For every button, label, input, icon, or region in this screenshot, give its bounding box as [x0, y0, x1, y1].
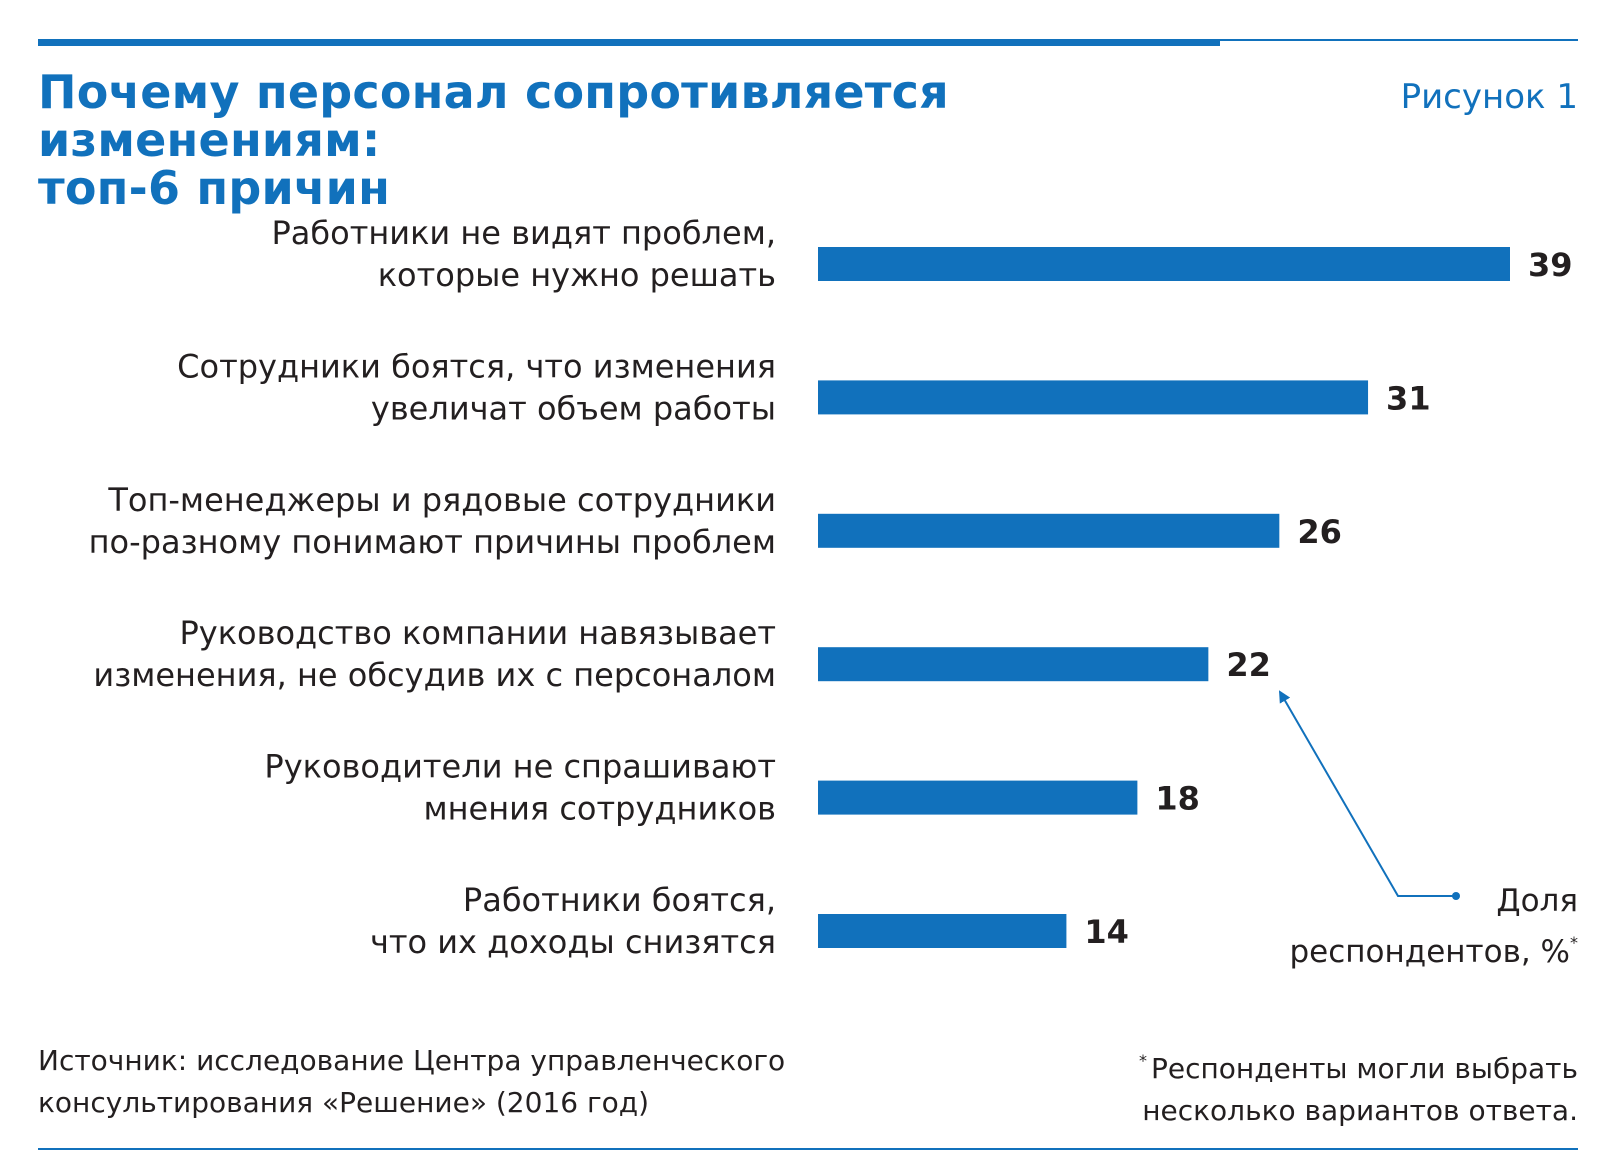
category-label-2-line-2: увеличат объем работы: [371, 389, 776, 427]
bar-5: [818, 780, 1138, 815]
top-rule-thin: [1220, 39, 1578, 41]
bar-2: [818, 380, 1369, 415]
value-label-3: 26: [1297, 513, 1342, 551]
bar-4: [818, 647, 1209, 682]
category-label-3: Топ-менеджеры и рядовые сотрудники по-раз…: [89, 481, 776, 561]
footnote-line-1: Респонденты могли выбрать: [1150, 1052, 1578, 1085]
figure-label: Рисунок 1: [1400, 77, 1578, 117]
bottom-rule: [38, 1148, 1578, 1150]
annotation-arrow-line: [1278, 690, 1456, 897]
category-label-6-line-2: что их доходы снизятся: [370, 923, 776, 961]
category-label-3-line-2: по-разному понимают причины проблем: [89, 523, 776, 561]
value-label-6: 14: [1084, 913, 1129, 951]
annotation-arrow: [1278, 690, 1460, 900]
annotation-line-2: респондентов, %: [1289, 934, 1570, 970]
category-label-2: Сотрудники боятся, что изменения увеличат…: [177, 347, 776, 427]
category-label-5-line-1: Руководители не спрашивают: [264, 748, 776, 786]
category-label-3-line-1: Топ-менеджеры и рядовые сотрудники: [107, 481, 776, 519]
bar-6: [818, 914, 1067, 948]
value-label-1: 39: [1528, 246, 1573, 284]
footnote-asterisk: *: [1138, 1051, 1147, 1070]
category-label-4-line-1: Руководство компании навязывает: [179, 614, 776, 652]
footnote-line-2: несколько вариантов ответа.: [1142, 1094, 1578, 1127]
axis-annotation: Доля респондентов, %*: [1289, 880, 1578, 973]
category-label-5-line-2: мнения сотрудников: [423, 790, 776, 828]
value-label-5: 18: [1155, 780, 1200, 818]
source-line-1: Источник: исследование Центра управленче…: [38, 1044, 786, 1077]
category-label-1-line-2: которые нужно решать: [378, 256, 776, 294]
chart-title: Почему персонал сопротивляется изменения…: [38, 65, 949, 215]
value-label-4: 22: [1226, 646, 1271, 684]
category-label-4-line-2: изменения, не обсудив их с персоналом: [93, 656, 776, 694]
bar-chart: 39 Работники не видят проблем, которые нуж…: [89, 214, 1573, 961]
category-label-5: Руководители не спрашивают мнения сотрудн…: [264, 748, 776, 828]
category-label-2-line-1: Сотрудники боятся, что изменения: [177, 347, 776, 385]
category-label-1-line-1: Работники не видят проблем,: [272, 214, 777, 252]
bar-1: [818, 247, 1510, 281]
bar-3: [818, 513, 1280, 548]
footnote: * Респонденты могли выбрать несколько вар…: [1139, 1040, 1578, 1132]
category-label-6: Работники боятся, что их доходы снизятся: [370, 881, 776, 961]
category-label-6-line-1: Работники боятся,: [463, 881, 776, 919]
bars-group: 39 Работники не видят проблем, которые нуж…: [89, 214, 1573, 961]
category-label-1: Работники не видят проблем, которые нужно…: [272, 214, 777, 294]
annotation-asterisk: *: [1570, 933, 1578, 952]
source-line-2: консультирования «Решение» (2016 год): [38, 1086, 650, 1119]
annotation-line-1: Доля: [1496, 883, 1578, 919]
top-rule-thick: [38, 39, 1220, 46]
value-label-2: 31: [1386, 379, 1431, 417]
source-note: Источник: исследование Центра управленче…: [38, 1040, 898, 1124]
category-label-4: Руководство компании навязывает изменения…: [93, 614, 776, 694]
